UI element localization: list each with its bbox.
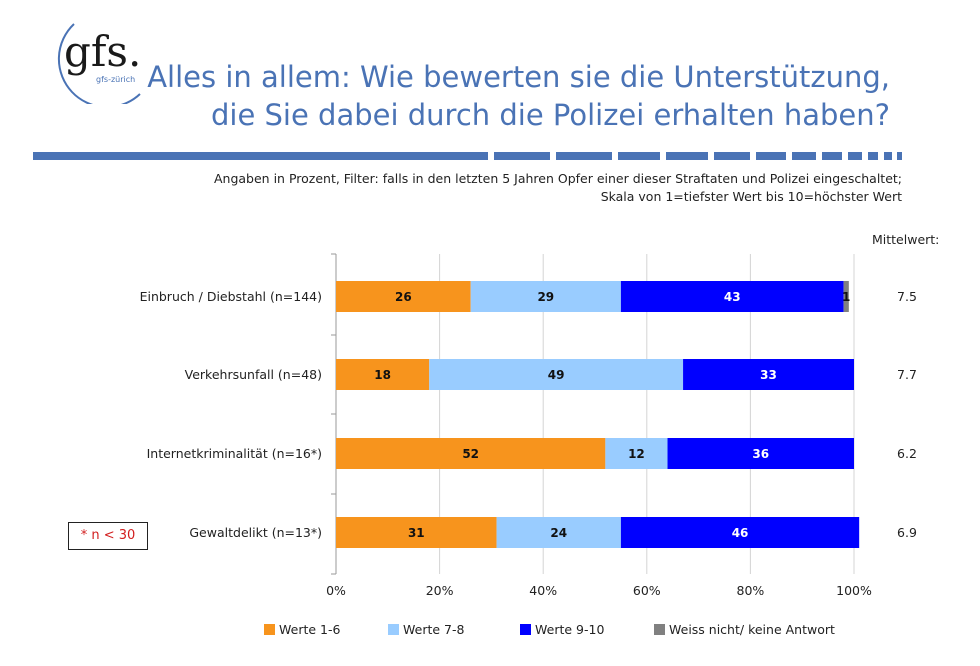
bar-segment [429, 359, 684, 390]
data-label: 49 [548, 368, 565, 382]
mean-value: 7.7 [897, 367, 917, 382]
bar-segment [620, 281, 844, 312]
subtitle-line-2: Skala von 1=tiefster Wert bis 10=höchste… [600, 189, 902, 204]
bar-segment [843, 281, 849, 312]
legend-label: Weiss nicht/ keine Antwort [669, 622, 835, 637]
bar-segment [336, 517, 497, 548]
data-label: 36 [752, 447, 769, 461]
mean-header: Mittelwert: [872, 232, 940, 247]
legend-item: Werte 9-10 [520, 622, 604, 637]
category-label: Verkehrsunfall (n=48) [185, 367, 322, 382]
data-label: 33 [760, 368, 777, 382]
data-label: 26 [395, 290, 412, 304]
mean-value: 6.9 [897, 525, 917, 540]
title-line-1: Alles in allem: Wie bewerten sie die Unt… [147, 60, 890, 94]
logo-subtext: gfs-zürich [96, 75, 135, 84]
x-tick-label: 100% [836, 583, 872, 598]
category-label: Gewaltdelikt (n=13*) [189, 525, 322, 540]
category-label: Internetkriminalität (n=16*) [147, 446, 322, 461]
category-label: Einbruch / Diebstahl (n=144) [140, 289, 322, 304]
bar-segment [683, 359, 854, 390]
page-title: Alles in allem: Wie bewerten sie die Unt… [130, 58, 890, 134]
data-label: 29 [537, 290, 554, 304]
legend-swatch [654, 624, 665, 635]
bar-segment [496, 517, 621, 548]
data-label: 43 [724, 290, 741, 304]
bar-segment [620, 517, 860, 548]
logo-arc [57, 23, 141, 104]
legend-label: Werte 1-6 [279, 622, 341, 637]
x-tick-label: 80% [737, 583, 765, 598]
chart-legend: Werte 1-6 Werte 7-8 Werte 9-10 Weiss nicht/… [0, 622, 980, 642]
legend-label: Werte 9-10 [535, 622, 605, 637]
x-tick-label: 40% [529, 583, 557, 598]
data-label: 12 [628, 447, 645, 461]
data-label: 46 [732, 526, 749, 540]
bar-segment [605, 438, 668, 469]
bar-segment [470, 281, 621, 312]
data-label: 24 [550, 526, 567, 540]
legend-item: Weiss nicht/ keine Antwort [654, 622, 835, 637]
data-label: 31 [408, 526, 425, 540]
mean-value: 7.5 [897, 289, 917, 304]
bar-segment [336, 281, 471, 312]
gfs-logo: gfs. gfs-zürich [57, 23, 141, 104]
legend-swatch [264, 624, 275, 635]
subtitle: Angaben in Prozent, Filter: falls in den… [142, 170, 902, 206]
x-tick-label: 0% [326, 583, 346, 598]
data-label: 1 [842, 290, 850, 304]
legend-label: Werte 7-8 [403, 622, 465, 637]
legend-item: Werte 7-8 [388, 622, 464, 637]
legend-swatch [520, 624, 531, 635]
small-sample-note: * n < 30 [68, 522, 148, 550]
bar-segment [336, 438, 606, 469]
subtitle-line-1: Angaben in Prozent, Filter: falls in den… [213, 171, 902, 186]
data-label: 18 [374, 368, 391, 382]
title-line-2: die Sie dabei durch die Polizei erhalten… [211, 98, 890, 132]
data-label: 52 [462, 447, 479, 461]
bar-segment [667, 438, 854, 469]
x-tick-label: 60% [633, 583, 661, 598]
logo-text: gfs. [64, 27, 141, 76]
x-tick-label: 20% [426, 583, 454, 598]
legend-swatch [388, 624, 399, 635]
bar-segment [336, 359, 430, 390]
mean-value: 6.2 [897, 446, 917, 461]
legend-item: Werte 1-6 [264, 622, 340, 637]
